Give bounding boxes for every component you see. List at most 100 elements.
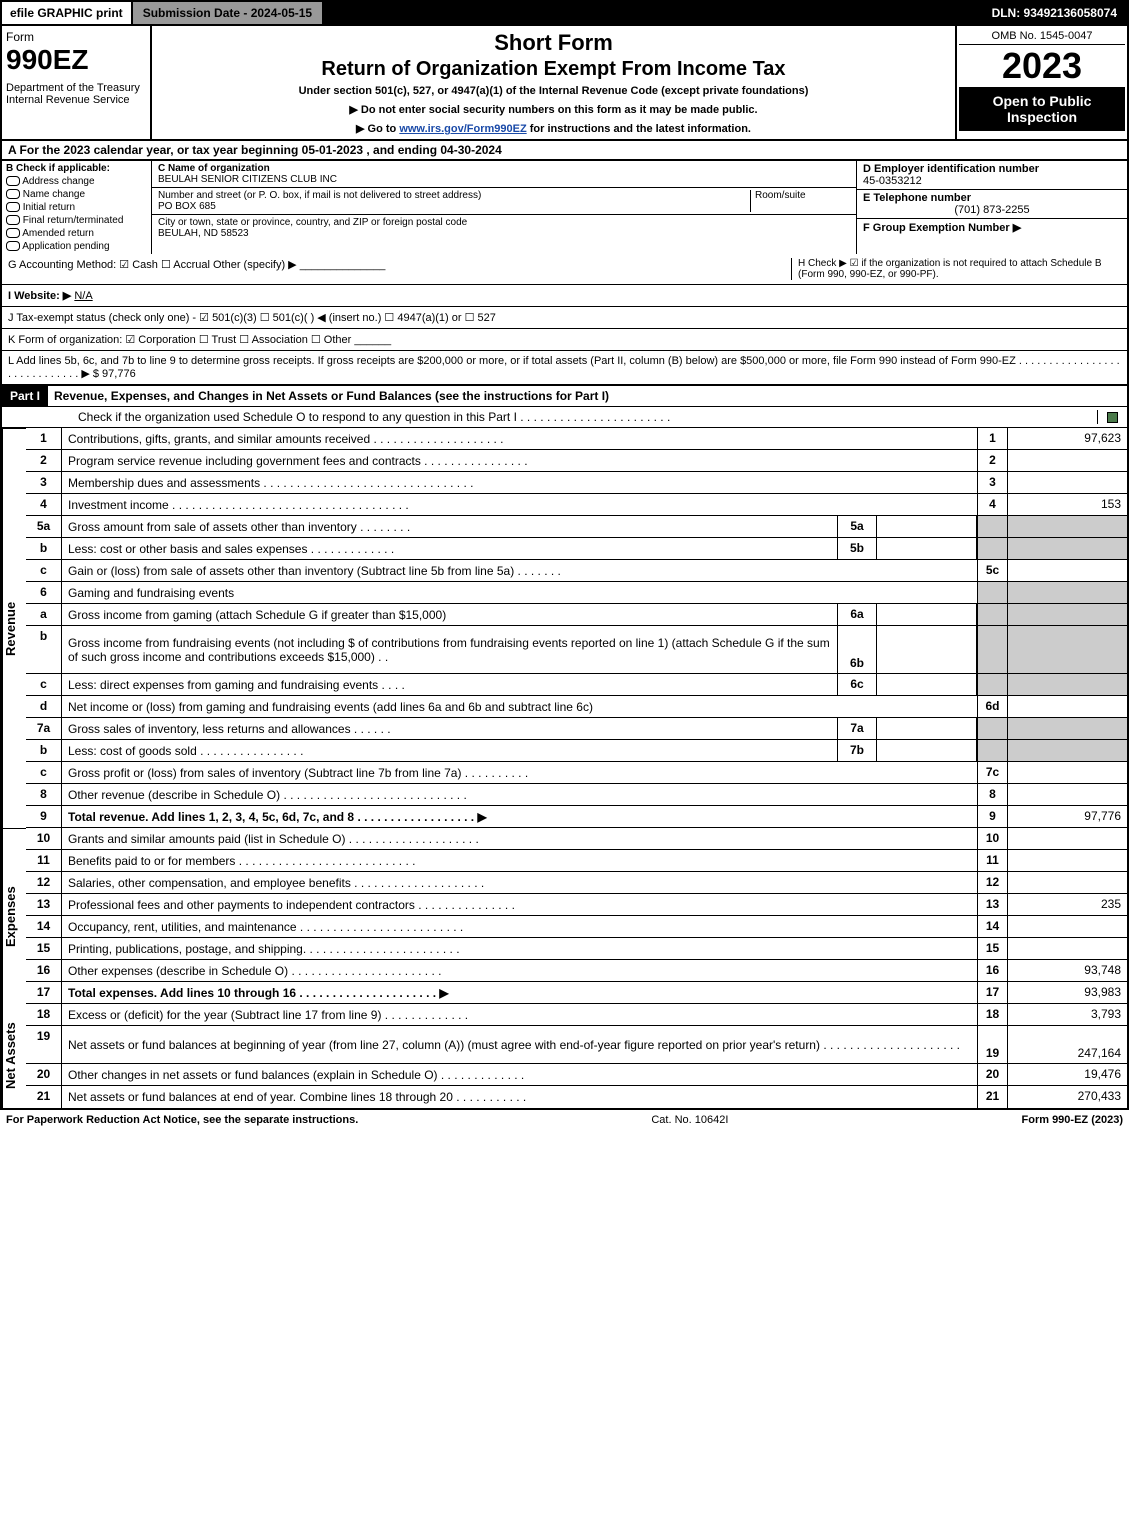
form-word: Form xyxy=(6,30,146,44)
line-4: 4 Investment income . . . . . . . . . . … xyxy=(26,494,1127,516)
street-block: Number and street (or P. O. box, if mail… xyxy=(152,188,856,215)
ein-label: D Employer identification number xyxy=(863,163,1039,175)
line-6: 6 Gaming and fundraising events xyxy=(26,582,1127,604)
arrow2-post: for instructions and the latest informat… xyxy=(527,123,751,135)
line-1-desc: Contributions, gifts, grants, and simila… xyxy=(62,428,977,449)
line-8: 8 Other revenue (describe in Schedule O)… xyxy=(26,784,1127,806)
chk-application-pending[interactable]: Application pending xyxy=(6,241,147,252)
org-name-value: BEULAH SENIOR CITIZENS CLUB INC xyxy=(158,174,337,185)
arrow-note-2: ▶ Go to www.irs.gov/Form990EZ for instru… xyxy=(160,122,947,135)
section-g-h: G Accounting Method: ☑ Cash ☐ Accrual Ot… xyxy=(0,254,1129,285)
line-7b: b Less: cost of goods sold . . . . . . .… xyxy=(26,740,1127,762)
street-value: PO BOX 685 xyxy=(158,201,216,212)
line-20: 20 Other changes in net assets or fund b… xyxy=(26,1064,1127,1086)
org-info-row: B Check if applicable: Address change Na… xyxy=(0,161,1129,254)
line-12: 12 Salaries, other compensation, and emp… xyxy=(26,872,1127,894)
line-1-val: 97,623 xyxy=(1007,428,1127,449)
line-19: 19 Net assets or fund balances at beginn… xyxy=(26,1026,1127,1064)
header-right: OMB No. 1545-0047 2023 Open to Public In… xyxy=(957,26,1127,139)
col-c-org: C Name of organization BEULAH SENIOR CIT… xyxy=(152,161,857,254)
line-6b: b Gross income from fundraising events (… xyxy=(26,626,1127,674)
line-5a: 5a Gross amount from sale of assets othe… xyxy=(26,516,1127,538)
part1-sub-row: Check if the organization used Schedule … xyxy=(0,407,1129,428)
line-13: 13 Professional fees and other payments … xyxy=(26,894,1127,916)
topbar-spacer xyxy=(324,2,981,24)
city-block: City or town, state or province, country… xyxy=(152,215,856,241)
chk-initial-return[interactable]: Initial return xyxy=(6,202,147,213)
part1-title: Revenue, Expenses, and Changes in Net As… xyxy=(48,386,1127,406)
department-label: Department of the Treasury Internal Reve… xyxy=(6,82,146,106)
line-5b: b Less: cost or other basis and sales ex… xyxy=(26,538,1127,560)
telephone-value: (701) 873-2255 xyxy=(863,204,1121,216)
line-14: 14 Occupancy, rent, utilities, and maint… xyxy=(26,916,1127,938)
org-name-block: C Name of organization BEULAH SENIOR CIT… xyxy=(152,161,856,188)
col-b-checkboxes: B Check if applicable: Address change Na… xyxy=(2,161,152,254)
line-6a: a Gross income from gaming (attach Sched… xyxy=(26,604,1127,626)
submission-date: Submission Date - 2024-05-15 xyxy=(133,2,324,24)
line-21: 21 Net assets or fund balances at end of… xyxy=(26,1086,1127,1108)
efile-print-label[interactable]: efile GRAPHIC print xyxy=(2,2,133,24)
part1-header-row: Part I Revenue, Expenses, and Changes in… xyxy=(0,386,1129,407)
section-j-tax-exempt: J Tax-exempt status (check only one) - ☑… xyxy=(0,307,1129,329)
line-2: 2 Program service revenue including gove… xyxy=(26,450,1127,472)
line-16: 16 Other expenses (describe in Schedule … xyxy=(26,960,1127,982)
tax-year: 2023 xyxy=(959,45,1125,87)
l-value: 97,776 xyxy=(102,368,136,380)
ein-value: 45-0353212 xyxy=(863,175,922,187)
chk-name-change[interactable]: Name change xyxy=(6,189,147,200)
part1-sub: Check if the organization used Schedule … xyxy=(72,407,1097,427)
room-suite-label: Room/suite xyxy=(750,190,850,212)
line-10: 10 Grants and similar amounts paid (list… xyxy=(26,828,1127,850)
line-1-num: 1 xyxy=(26,428,62,449)
l-text: L Add lines 5b, 6c, and 7b to line 9 to … xyxy=(8,355,1120,380)
telephone-label: E Telephone number xyxy=(863,192,971,204)
part1-label: Part I xyxy=(2,386,48,406)
chk-final-return[interactable]: Final return/terminated xyxy=(6,215,147,226)
line-18: 18 Excess or (deficit) for the year (Sub… xyxy=(26,1004,1127,1026)
footer-paperwork-notice: For Paperwork Reduction Act Notice, see … xyxy=(6,1114,358,1126)
schedule-b-check: H Check ▶ ☑ if the organization is not r… xyxy=(791,258,1121,280)
line-9: 9 Total revenue. Add lines 1, 2, 3, 4, 5… xyxy=(26,806,1127,828)
col-b-header: B Check if applicable: xyxy=(6,163,147,174)
top-bar: efile GRAPHIC print Submission Date - 20… xyxy=(0,0,1129,24)
section-l-gross-receipts: L Add lines 5b, 6c, and 7b to line 9 to … xyxy=(0,351,1129,386)
line-1: 1 Contributions, gifts, grants, and simi… xyxy=(26,428,1127,450)
group-exemption-label: F Group Exemption Number ▶ xyxy=(863,222,1021,234)
expenses-side-label: Expenses xyxy=(2,828,26,1004)
ein-block: D Employer identification number 45-0353… xyxy=(857,161,1127,190)
section-i-website: I Website: ▶ N/A xyxy=(0,285,1129,307)
website-label: I Website: ▶ xyxy=(8,290,71,302)
footer-cat-no: Cat. No. 10642I xyxy=(358,1114,1021,1126)
line-5c: c Gain or (loss) from sale of assets oth… xyxy=(26,560,1127,582)
open-inspection-box: Open to Public Inspection xyxy=(959,87,1125,131)
line-7a: 7a Gross sales of inventory, less return… xyxy=(26,718,1127,740)
form-number: 990EZ xyxy=(6,44,146,76)
line-7c: c Gross profit or (loss) from sales of i… xyxy=(26,762,1127,784)
footer-form-ref: Form 990-EZ (2023) xyxy=(1022,1114,1124,1126)
line-11: 11 Benefits paid to or for members . . .… xyxy=(26,850,1127,872)
col-d-ids: D Employer identification number 45-0353… xyxy=(857,161,1127,254)
telephone-block: E Telephone number (701) 873-2255 xyxy=(857,190,1127,219)
under-section-note: Under section 501(c), 527, or 4947(a)(1)… xyxy=(160,85,947,97)
irs-link[interactable]: www.irs.gov/Form990EZ xyxy=(399,123,526,135)
line-6d: d Net income or (loss) from gaming and f… xyxy=(26,696,1127,718)
arrow2-pre: ▶ Go to xyxy=(356,123,399,135)
website-value: N/A xyxy=(74,290,92,302)
part1-schedule-o-check[interactable] xyxy=(1097,410,1127,424)
return-title: Return of Organization Exempt From Incom… xyxy=(160,58,947,81)
city-label: City or town, state or province, country… xyxy=(158,217,467,228)
line-3: 3 Membership dues and assessments . . . … xyxy=(26,472,1127,494)
chk-address-change[interactable]: Address change xyxy=(6,176,147,187)
accounting-method: G Accounting Method: ☑ Cash ☐ Accrual Ot… xyxy=(8,258,791,280)
header-left: Form 990EZ Department of the Treasury In… xyxy=(2,26,152,139)
header-middle: Short Form Return of Organization Exempt… xyxy=(152,26,957,139)
part1-table: Revenue 1 Contributions, gifts, grants, … xyxy=(0,428,1129,1110)
page-footer: For Paperwork Reduction Act Notice, see … xyxy=(0,1110,1129,1130)
line-1-ln: 1 xyxy=(977,428,1007,449)
line-17: 17 Total expenses. Add lines 10 through … xyxy=(26,982,1127,1004)
city-value: BEULAH, ND 58523 xyxy=(158,228,249,239)
form-header: Form 990EZ Department of the Treasury In… xyxy=(0,24,1129,141)
chk-amended-return[interactable]: Amended return xyxy=(6,228,147,239)
line-15: 15 Printing, publications, postage, and … xyxy=(26,938,1127,960)
dln-number: DLN: 93492136058074 xyxy=(982,2,1127,24)
